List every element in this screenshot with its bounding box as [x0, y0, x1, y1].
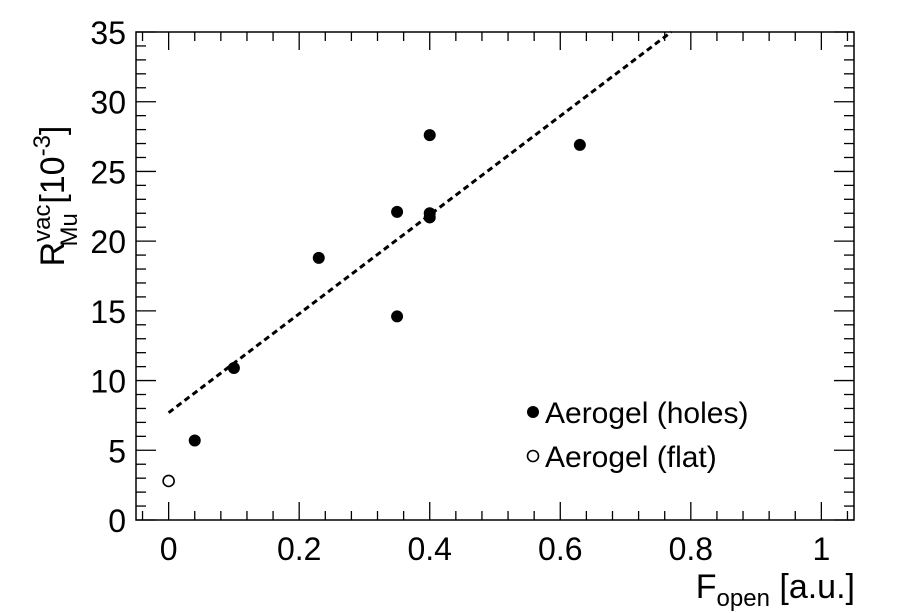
y-axis-title-sup: vac — [29, 204, 56, 241]
data-point-holes — [391, 310, 404, 323]
x-axis-title: Fopen [a.u.] — [696, 568, 855, 612]
y-tick-label: 15 — [90, 294, 126, 330]
legend-marker — [527, 406, 539, 418]
y-tick-label: 5 — [108, 433, 126, 469]
y-axis-title: RvacMu [10-3] — [29, 126, 83, 267]
y-axis-title-unit-exp: -3 — [29, 135, 56, 156]
data-point-holes — [312, 251, 325, 264]
x-tick-labels: 0 0.2 0.4 0.6 0.8 1 — [160, 531, 831, 567]
data-points — [162, 129, 586, 488]
x-axis-title-main: F — [696, 568, 717, 606]
y-axis-title-sub: Mu — [56, 213, 83, 246]
y-axis-title-unit-prefix: [10 — [34, 156, 72, 213]
data-point-holes — [391, 205, 404, 218]
data-point-holes — [188, 434, 201, 447]
legend-label: Aerogel (holes) — [545, 397, 748, 430]
data-point-holes — [227, 362, 240, 375]
x-axis-title-unit: [a.u.] — [770, 568, 855, 606]
x-tick-label: 0 — [160, 531, 178, 567]
y-axis-title-unit-suffix: ] — [34, 126, 72, 135]
y-tick-labels: 0 5 10 15 20 25 30 35 — [90, 15, 126, 539]
y-tick-label: 35 — [90, 15, 126, 51]
x-axis-title-sub: open — [717, 585, 770, 612]
data-point-flat — [162, 474, 175, 488]
legend-marker — [526, 449, 540, 463]
y-tick-label: 25 — [90, 154, 126, 190]
x-tick-label: 0.6 — [538, 531, 582, 567]
y-axis-title-main: R — [34, 242, 72, 267]
x-tick-label: 1 — [812, 531, 830, 567]
data-point-holes — [573, 138, 586, 151]
fit-line — [167, 30, 673, 414]
fit-line-group — [167, 30, 673, 414]
y-tick-label: 0 — [108, 503, 126, 539]
y-tick-label: 30 — [90, 85, 126, 121]
plot-frame — [135, 31, 855, 521]
axis-ticks — [136, 31, 854, 521]
data-point-holes — [423, 211, 436, 224]
legend-label: Aerogel (flat) — [545, 441, 717, 474]
data-point-holes — [423, 129, 436, 142]
legend: Aerogel (holes) Aerogel (flat) — [526, 397, 748, 474]
y-tick-label: 10 — [90, 364, 126, 400]
x-tick-label: 0.8 — [669, 531, 713, 567]
y-tick-label: 20 — [90, 224, 126, 260]
x-tick-label: 0.2 — [277, 531, 321, 567]
x-tick-label: 0.4 — [407, 531, 451, 567]
